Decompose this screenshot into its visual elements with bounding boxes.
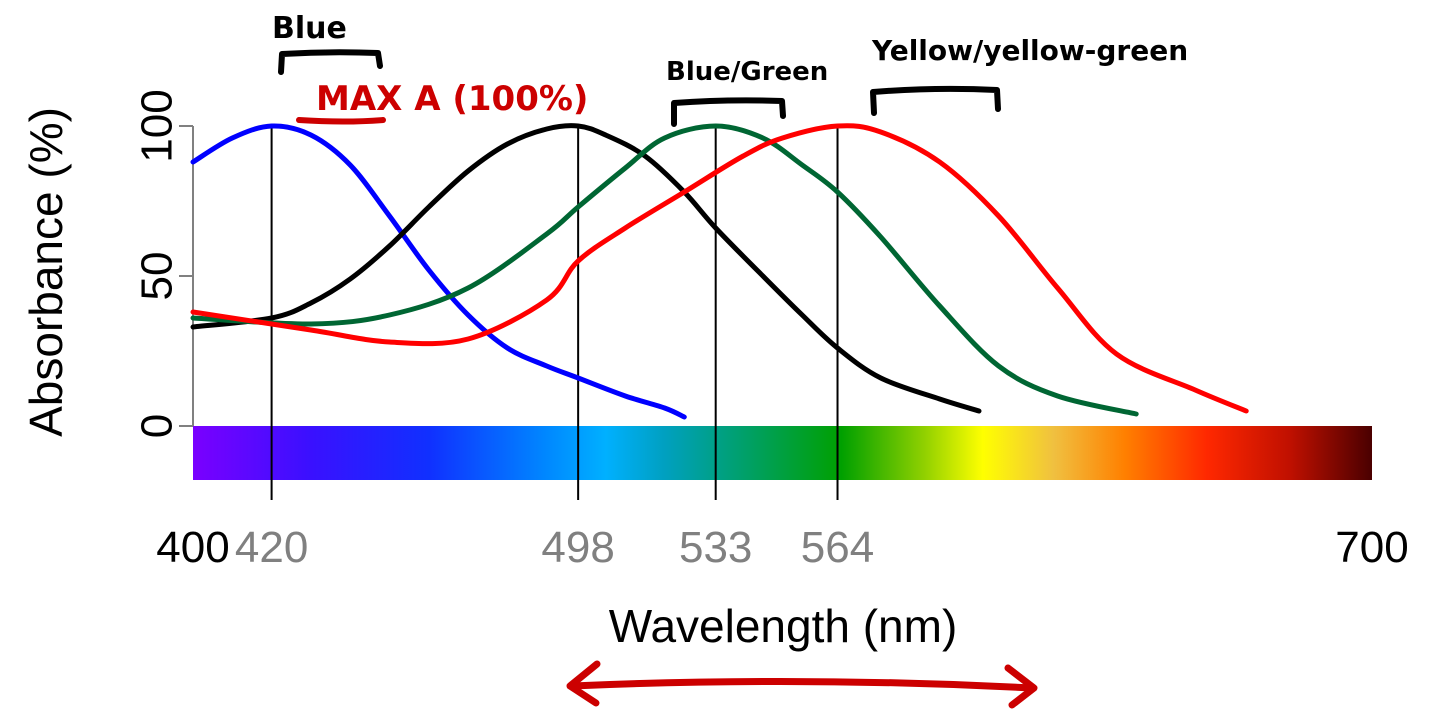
peak-lines-group: [270, 126, 839, 500]
annotation-yellow: Yellow/yellow-green: [871, 34, 1188, 67]
series-group: [190, 123, 1249, 420]
series-line-s-cone: [190, 123, 687, 420]
x-tick-label: 564: [801, 523, 874, 572]
annotations-group: Blue MAX A (100%) Blue/Green Yellow/yell…: [272, 11, 1188, 709]
double-arrow-left-head: [566, 660, 601, 707]
series-line-l-cone: [190, 123, 1249, 414]
y-tick-label: 50: [133, 252, 182, 301]
double-arrow: [568, 677, 1036, 692]
series-line-rod: [190, 123, 982, 414]
y-axis-title: Absorbance (%): [20, 107, 72, 437]
bracket-yellow: [870, 85, 1001, 116]
underline-max-a: [296, 117, 386, 125]
spectrum-bar: [193, 426, 1372, 480]
x-tick-label: 533: [679, 523, 752, 572]
x-tick-label: 420: [235, 523, 308, 572]
double-arrow-right-head: [1004, 664, 1038, 709]
x-tick-label: 400: [156, 523, 229, 572]
bracket-blue-green: [671, 97, 786, 127]
series-line-m-cone: [190, 123, 1139, 417]
annotation-max-a: MAX A (100%): [316, 79, 588, 119]
x-tick-label: 498: [541, 523, 614, 572]
x-axis-title: Wavelength (nm): [609, 600, 958, 652]
y-tick-label: 0: [133, 414, 182, 438]
spectrum-bar-group: [193, 426, 1372, 480]
annotation-blue-green: Blue/Green: [666, 57, 828, 87]
axis-group: 0 50 100 400 420 498 533 564 700: [133, 89, 1409, 572]
bracket-blue: [278, 49, 383, 75]
annotation-blue: Blue: [272, 11, 347, 46]
y-tick-label: 100: [133, 89, 182, 162]
x-tick-label: 700: [1335, 523, 1408, 572]
